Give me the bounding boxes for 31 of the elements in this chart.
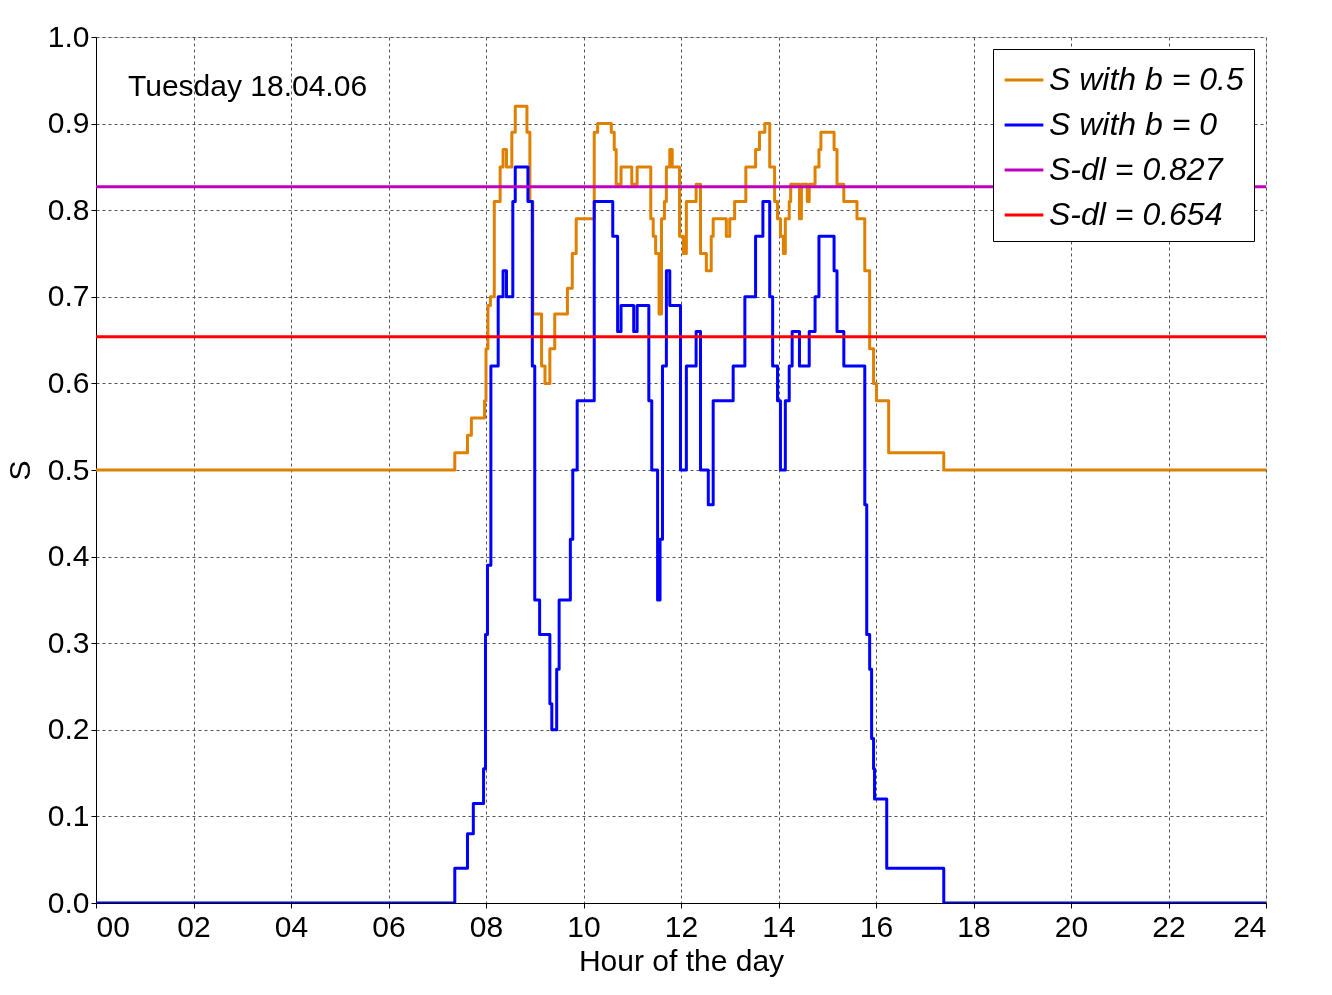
x-tick-label: 00 bbox=[96, 909, 130, 943]
y-tick-label: 0.6 bbox=[47, 365, 90, 399]
y-tick-label: 0.3 bbox=[47, 625, 90, 659]
x-tick-label: 20 bbox=[1054, 909, 1089, 943]
y-tick-label: 1.0 bbox=[47, 19, 90, 53]
x-tick-label: 02 bbox=[177, 909, 211, 943]
x-tick-label: 22 bbox=[1152, 909, 1186, 943]
x-tick-label: 06 bbox=[372, 909, 406, 943]
legend-label: S-dl = 0.654 bbox=[1049, 196, 1223, 232]
x-axis-title: Hour of the day bbox=[578, 943, 785, 977]
y-tick-label: 0.7 bbox=[47, 279, 90, 313]
x-tick-label: 24 bbox=[1233, 909, 1267, 943]
y-tick-label: 0.5 bbox=[47, 452, 90, 486]
y-tick-label: 0.2 bbox=[47, 712, 90, 746]
y-tick-label: 0.8 bbox=[47, 192, 90, 226]
x-tick-label: 12 bbox=[664, 909, 699, 943]
y-tick-label: 0.0 bbox=[47, 885, 90, 919]
legend-label: S with b = 0 bbox=[1049, 106, 1218, 142]
x-tick-label: 14 bbox=[762, 909, 796, 943]
x-tick-label: 10 bbox=[567, 909, 601, 943]
y-tick-label: 0.4 bbox=[47, 539, 90, 573]
y-tick-label: 0.1 bbox=[47, 798, 90, 832]
x-tick-label: 04 bbox=[274, 909, 309, 943]
y-tick-label: 0.9 bbox=[47, 106, 90, 140]
legend-label: S with b = 0.5 bbox=[1049, 61, 1244, 97]
annotation: Tuesday 18.04.06 bbox=[128, 69, 368, 102]
ref-line-label: S-dl = 0.827 bbox=[1049, 151, 1224, 187]
y-axis-title: S bbox=[2, 460, 36, 481]
x-tick-label: 08 bbox=[469, 909, 504, 943]
x-tick-label: 16 bbox=[859, 909, 894, 943]
x-tick-label: 18 bbox=[957, 909, 991, 943]
